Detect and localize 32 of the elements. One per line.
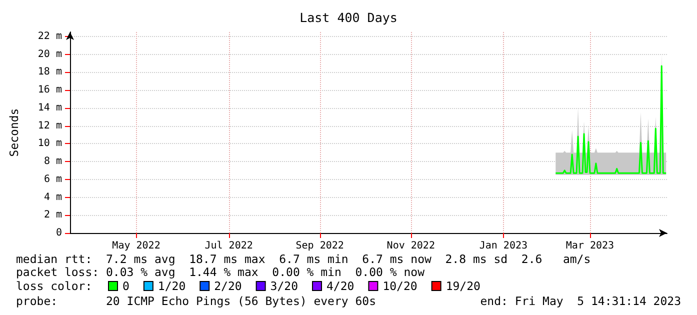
- legend-label: 3/20: [270, 279, 298, 293]
- legend-label: 10/20: [382, 279, 418, 293]
- chart-title: Last 400 Days: [300, 10, 398, 25]
- legend-label: 2/20: [214, 279, 242, 293]
- y-tick-label: 2 m: [44, 210, 62, 221]
- text: packet loss: 0.03 % avg 1.44 % max 0.00 % min 0.00 % now: [16, 265, 425, 279]
- y-tick-label: 10 m: [38, 138, 62, 150]
- legend-label: 0: [122, 279, 130, 293]
- legend-label: 1/20: [158, 279, 186, 293]
- y-tick-label: 6 m: [44, 174, 62, 185]
- text: end: Fri May 5 14:31:14 2023: [480, 294, 682, 308]
- y-tick-label: 12 m: [38, 120, 62, 132]
- x-tick-label: Nov 2022: [386, 240, 435, 252]
- legend-label: 4/20: [326, 279, 354, 293]
- legend-label: 19/20: [446, 279, 481, 293]
- y-tick-label: 0: [56, 228, 62, 238]
- x-tick-label: Sep 2022: [296, 240, 344, 252]
- y-axis-title: Seconds: [7, 108, 21, 157]
- text: median rtt: 7.2 ms avg 18.7 ms max 6.7 ms min 6.7 ms now 2.8 ms sd 2.6 am/s: [16, 252, 591, 266]
- x-tick-label: Mar 2023: [566, 240, 614, 252]
- y-tick-label: 20 m: [38, 48, 62, 60]
- x-tick-label: Jul 2022: [204, 240, 253, 252]
- x-tick-label: Jan 2023: [479, 240, 528, 252]
- text: probe: 20 ICMP Echo Pings (56 Bytes) every 60s: [16, 294, 376, 308]
- y-tick-label: 8 m: [44, 156, 62, 168]
- y-tick-label: 18 m: [38, 66, 62, 78]
- y-tick-label: 14 m: [38, 102, 62, 114]
- y-tick-label: 16 m: [38, 84, 62, 96]
- x-tick-label: May 2022: [112, 240, 160, 252]
- text: loss color:: [16, 279, 92, 293]
- y-tick-label: 4 m: [44, 192, 62, 203]
- y-tick-label: 22 m: [38, 30, 62, 42]
